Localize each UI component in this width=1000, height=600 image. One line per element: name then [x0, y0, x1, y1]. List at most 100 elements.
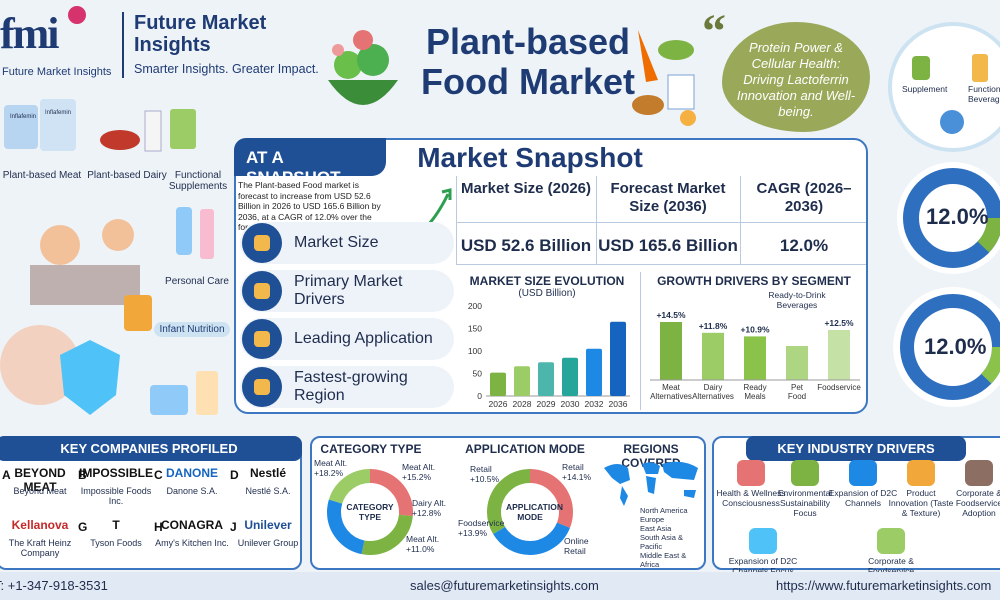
donut-2-chart [893, 287, 1000, 407]
x-tick-label: Meat [662, 383, 681, 392]
company-letter: B [78, 468, 87, 482]
page-title: Plant-based Food Market [408, 22, 648, 102]
region-item: East Asia [640, 524, 672, 533]
driver-icon [791, 460, 819, 486]
x-tick-label: Alternatives [650, 392, 692, 401]
header-cagr: CAGR (2026–2036) [756, 180, 852, 215]
company-name: The Kraft Heinz Company [8, 538, 72, 558]
data-label: +11.8% [699, 321, 728, 331]
plant-meat-label: Plant-based Meat [2, 170, 82, 181]
region-item: Middle East & Africa [640, 551, 687, 569]
bar [744, 336, 766, 380]
data-label: +14.5% [656, 310, 686, 320]
y-tick-label: 50 [473, 369, 483, 379]
row-label: Leading Application [294, 330, 433, 347]
category-donut [327, 469, 413, 555]
product-brand-1: Inflafemin [9, 114, 36, 120]
driver-label: Expansion of D2C Channels Focus [728, 556, 798, 576]
company-logo: Nestlé [249, 466, 287, 480]
footer-website[interactable]: https://www.futuremarketinsights.com [776, 578, 992, 593]
company-name: Nestlé S.A. [245, 486, 291, 496]
driver-label: Environmental Sustainability Focus [777, 488, 833, 518]
company-name: Danone S.A. [166, 486, 218, 496]
functional-supplements-label: Functional Supplements [168, 170, 228, 192]
driver-label: Product Innovation (Taste & Texture) [888, 488, 954, 518]
company-letter: H [154, 520, 163, 534]
companies-header: KEY COMPANIES PROFILED [0, 436, 302, 461]
row-leading-application: Leading Application [240, 318, 454, 360]
application-donut [487, 469, 573, 555]
row-primary-drivers: Primary Market Drivers [240, 270, 454, 312]
food-items-icon [632, 30, 696, 126]
company-card: C DANONE Danone S.A. [154, 460, 230, 510]
y-tick-label: 200 [468, 301, 482, 311]
x-tick-label: Foodservice [817, 383, 861, 392]
x-tick-label: Dairy [704, 383, 723, 392]
divider [596, 176, 597, 264]
market-size-icon [242, 223, 282, 263]
functional-beverages-label: Functional Beverages [968, 84, 1000, 104]
donut-1-value: 12.0% [926, 204, 989, 229]
brand-tagline: Smarter Insights. Greater Impact. [134, 62, 319, 76]
value-forecast-size: USD 165.6 Billion [598, 236, 738, 255]
brand-name-line2: Insights [134, 34, 211, 56]
row-fastest-region: Fastest-growing Region [240, 366, 454, 408]
driver-label: Expansion of D2C Channels [828, 488, 898, 508]
bar [828, 330, 850, 380]
company-letter: J [230, 520, 237, 534]
bar [610, 321, 626, 396]
drivers-chart-icon [242, 271, 282, 311]
company-letter: A [2, 468, 11, 482]
x-tick-label: Alternatives [692, 392, 734, 401]
brand-divider [122, 12, 124, 78]
company-letter: D [230, 468, 239, 482]
driver-icon [965, 460, 993, 486]
market-size-evolution-chart: 0 50 100 150 200 2026 2028 2029 2030 2032 2036 [468, 301, 630, 409]
company-logo: Unilever [244, 518, 292, 532]
x-tick-label: 2030 [561, 399, 580, 409]
y-tick-label: 100 [468, 346, 482, 356]
data-label: +10.9% [740, 324, 770, 334]
company-name: Impossible Foods Inc. [80, 486, 152, 506]
company-card: D Nestlé Nestlé S.A. [230, 460, 306, 510]
globe-icon [242, 367, 282, 407]
quote-mark-icon: “ [702, 5, 726, 58]
application-label-1: Retail +10.5% [470, 464, 500, 484]
application-label-2: Retail +14.1% [562, 462, 592, 482]
fmi-logo: fmi [0, 9, 60, 58]
category-label-1: Meat Alt. +18.2% [314, 458, 348, 478]
x-tick-label: 2028 [513, 399, 532, 409]
driver-item: Product Innovation (Taste & Texture) [886, 460, 956, 518]
evolution-chart-title: MARKET SIZE EVOLUTION [469, 274, 625, 288]
application-label-3: Foodservice +13.9% [458, 518, 505, 538]
brand-subtitle: Future Market Insights [2, 66, 112, 78]
category-center-label: CATEGORY TYPE [346, 502, 394, 522]
application-icon [242, 319, 282, 359]
snapshot-title: Market Snapshot [417, 142, 643, 173]
bar [786, 346, 808, 380]
y-tick-label: 150 [468, 324, 482, 334]
donut-1-chart [897, 162, 1000, 274]
footer-bar [0, 572, 1000, 600]
company-card: J Unilever Unilever Group [230, 512, 306, 562]
snapshot-tab: AT A SNAPSHOT [234, 138, 386, 187]
data-label: +12.5% [824, 318, 854, 328]
footer-phone[interactable]: T: +1-347-918-3531 [0, 578, 108, 593]
driver-icon [737, 460, 765, 486]
bar [538, 362, 554, 396]
company-name: Amy's Kitchen Inc. [155, 538, 229, 548]
footer-email[interactable]: sales@futuremarketinsights.com [410, 578, 599, 593]
driver-item: Health & Wellness Consciousness [716, 460, 786, 508]
category-header: CATEGORY TYPE [320, 442, 422, 456]
company-card: Kellanova The Kraft Heinz Company [2, 512, 78, 562]
x-tick-label: Ready [743, 383, 766, 392]
region-item: South Asia & Pacific [640, 533, 683, 551]
donut-2: 12.0% [888, 282, 1000, 412]
logo-dot-icon [68, 6, 86, 24]
bar [586, 348, 602, 396]
driver-icon [749, 528, 777, 554]
row-market-size: Market Size [240, 222, 454, 264]
plant-dairy-label: Plant-based Dairy [87, 170, 167, 181]
divider [456, 176, 457, 264]
company-logo: CONAGRA [161, 518, 223, 532]
